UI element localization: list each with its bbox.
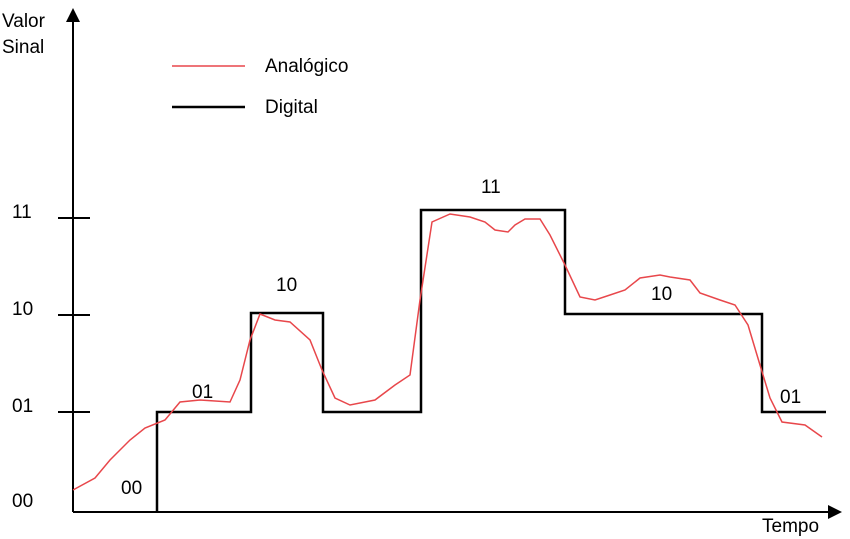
segment-label: 00 bbox=[121, 478, 142, 499]
x-label: Tempo bbox=[762, 516, 819, 537]
segment-label: 01 bbox=[192, 382, 213, 403]
segment-label: 10 bbox=[276, 275, 297, 296]
tick-label: 10 bbox=[12, 299, 33, 320]
y-label: Sinal bbox=[2, 37, 44, 58]
legend-label: Analógico bbox=[265, 56, 348, 77]
y-label: Valor bbox=[2, 11, 46, 32]
digital-signal bbox=[155, 208, 826, 512]
segment-label: 11 bbox=[481, 177, 501, 198]
tick-label: 11 bbox=[12, 202, 32, 223]
tick-label: 01 bbox=[12, 396, 33, 417]
segment-label: 10 bbox=[651, 284, 672, 305]
segment-label: 01 bbox=[780, 387, 801, 408]
tick-marks bbox=[58, 217, 90, 413]
legend-label: Digital bbox=[265, 97, 318, 118]
tick-label: 00 bbox=[12, 491, 33, 512]
analog-signal bbox=[72, 213, 823, 491]
